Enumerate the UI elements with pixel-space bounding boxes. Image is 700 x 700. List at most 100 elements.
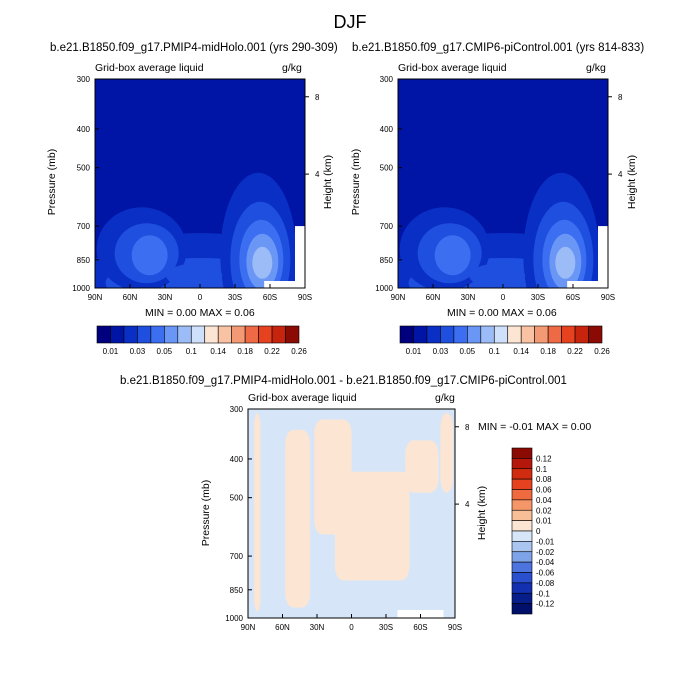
colorbar-label: 0.06 [536, 486, 552, 495]
panel2-units: g/kg [586, 62, 606, 74]
x-tick-label: 0 [198, 293, 203, 302]
colorbar-cell [511, 592, 533, 604]
x-tick-label: 90S [298, 293, 312, 302]
y2-tick-label: 4 [315, 170, 320, 179]
colorbar-label: 0.05 [157, 347, 173, 356]
colorbar-cell [204, 325, 219, 344]
colorbar-label: 0.14 [210, 347, 226, 356]
colorbar-label: 0.1 [186, 347, 198, 356]
colorbar-cell [467, 325, 482, 344]
y2-tick-label: 8 [618, 93, 623, 102]
colorbar-cell [574, 325, 589, 344]
y2-tick-label: 8 [465, 423, 470, 432]
colorbar-label: 0.1 [489, 347, 501, 356]
colorbar-cell [511, 530, 533, 542]
colorbar-cell [285, 325, 300, 344]
sh-contour-5 [555, 246, 576, 279]
colorbar-cell [453, 325, 468, 344]
positive-region [405, 440, 439, 493]
panel3-contours [254, 413, 453, 618]
x-tick-label: 90N [88, 293, 103, 302]
y-tick-label: 700 [77, 222, 91, 231]
x-tick-label: 90N [241, 623, 256, 632]
x-tick-label: 90S [448, 623, 462, 632]
x-tick-label: 30N [461, 293, 476, 302]
x-tick-label: 0 [501, 293, 506, 302]
panel2-left-label: Grid-box average liquid [398, 62, 507, 74]
colorbar-cell [547, 325, 562, 344]
colorbar-label: 0.22 [567, 347, 583, 356]
missing-data [264, 281, 305, 288]
colorbar-cell [511, 603, 533, 615]
colorbar-cell [110, 325, 125, 344]
tropics-contour [469, 263, 526, 288]
panel1-title: b.e21.B1850.f09_g17.PMIP4-midHolo.001 (y… [50, 42, 338, 54]
colorbar-cell [511, 458, 533, 470]
colorbar-cell [271, 325, 286, 344]
x-tick-label: 30S [228, 293, 242, 302]
x-tick-label: 60N [123, 293, 138, 302]
panel3-field [248, 409, 455, 618]
panel3-stats: MIN = -0.01 MAX = 0.00 [478, 421, 592, 433]
colorbar-cell [520, 325, 535, 344]
positive-region [254, 413, 261, 612]
colorbar-cell [96, 325, 111, 344]
y2-tick-label: 4 [465, 500, 470, 509]
y-tick-label: 700 [380, 222, 394, 231]
colorbar-label: 0.22 [264, 347, 280, 356]
y-tick-label: 300 [230, 405, 244, 414]
colorbar-cell [493, 325, 509, 344]
y-tick-label: 850 [230, 586, 244, 595]
y-tick-label: 400 [77, 125, 91, 134]
panel2-title: b.e21.B1850.f09_g17.CMIP6-piControl.001 … [352, 42, 645, 54]
colorbar-label: 0.03 [130, 347, 146, 356]
x-tick-label: 60S [566, 293, 580, 302]
x-tick-label: 30S [379, 623, 393, 632]
colorbar-label: 0.03 [433, 347, 449, 356]
missing-data [567, 281, 608, 288]
x-tick-label: 60S [263, 293, 277, 302]
colorbar-label: 0.14 [513, 347, 529, 356]
colorbar-cell [588, 325, 603, 344]
colorbar-label: 0.18 [540, 347, 556, 356]
colorbar-cell [150, 325, 165, 344]
y-tick-label: 1000 [225, 614, 243, 623]
x-tick-label: 90S [601, 293, 615, 302]
colorbar-cell [137, 325, 152, 344]
x-tick-label: 30N [158, 293, 173, 302]
y-tick-label: 500 [380, 164, 394, 173]
missing-data [295, 226, 305, 288]
panel1-contours [95, 172, 305, 288]
colorbar-cell [177, 325, 192, 344]
figure-title: DJF [333, 12, 367, 32]
colorbar-label: 0.26 [291, 347, 307, 356]
y-tick-label: 300 [380, 75, 394, 84]
colorbar-cell [511, 582, 533, 594]
colorbar-label: 0.26 [594, 347, 610, 356]
colorbar-label: -0.02 [536, 548, 555, 557]
y-tick-label: 850 [77, 256, 91, 265]
x-tick-label: 0 [349, 623, 354, 632]
sh-contour-5 [252, 246, 273, 279]
colorbar-cell [561, 325, 576, 344]
y-tick-label: 1000 [72, 284, 90, 293]
colorbar-label: -0.01 [536, 537, 555, 546]
colorbar-cell [413, 325, 428, 344]
y-tick-label: 700 [230, 552, 244, 561]
panel1-stats: MIN = 0.00 MAX = 0.06 [145, 307, 255, 319]
colorbar-label: 0.18 [237, 347, 253, 356]
y2-tick-label: 8 [315, 93, 320, 102]
colorbar-cell [480, 325, 495, 344]
colorbar-label: 0.01 [536, 517, 552, 526]
colorbar-cell [511, 468, 533, 480]
colorbar-cell [511, 572, 533, 584]
positive-region [440, 413, 453, 493]
colorbar-cell [507, 325, 522, 344]
colorbar-label: 0.08 [536, 475, 552, 484]
colorbar-cell [511, 541, 533, 553]
x-tick-label: 30N [310, 623, 325, 632]
colorbar-label: -0.06 [536, 569, 555, 578]
x-tick-label: 60N [275, 623, 290, 632]
y-tick-label: 400 [230, 455, 244, 464]
